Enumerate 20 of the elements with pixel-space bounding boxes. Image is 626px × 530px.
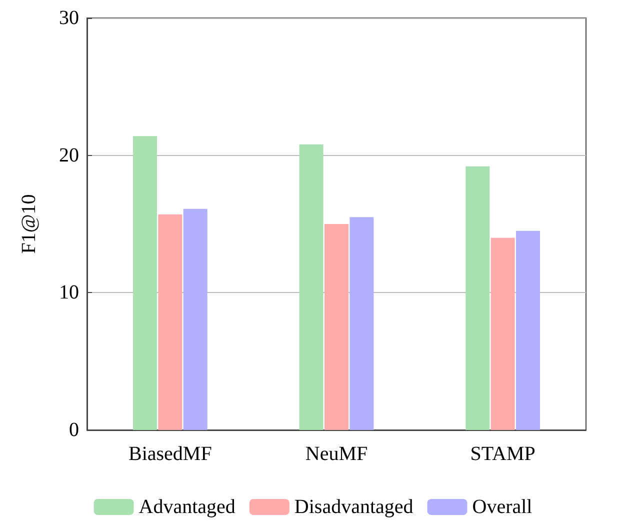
bar — [350, 217, 374, 430]
legend-label: Advantaged — [138, 496, 236, 518]
x-tick-label: STAMP — [470, 443, 536, 465]
y-axis-title: F1@10 — [18, 194, 40, 254]
bar — [324, 224, 348, 430]
y-tick-label: 20 — [59, 144, 79, 166]
bar — [516, 230, 540, 430]
bar — [132, 136, 157, 430]
x-tick-label: NeuMF — [305, 443, 368, 465]
y-tick-label: 10 — [59, 282, 79, 304]
bar — [490, 238, 515, 430]
bar — [183, 208, 208, 430]
y-tick-label: 0 — [69, 419, 79, 441]
x-tick-label: BiasedMF — [128, 443, 212, 465]
legend-label: Disadvantaged — [294, 496, 414, 518]
bar — [158, 214, 182, 430]
legend-label: Overall — [472, 496, 533, 518]
bar — [299, 144, 324, 430]
y-tick-label: 30 — [59, 7, 79, 29]
bar — [466, 166, 490, 430]
